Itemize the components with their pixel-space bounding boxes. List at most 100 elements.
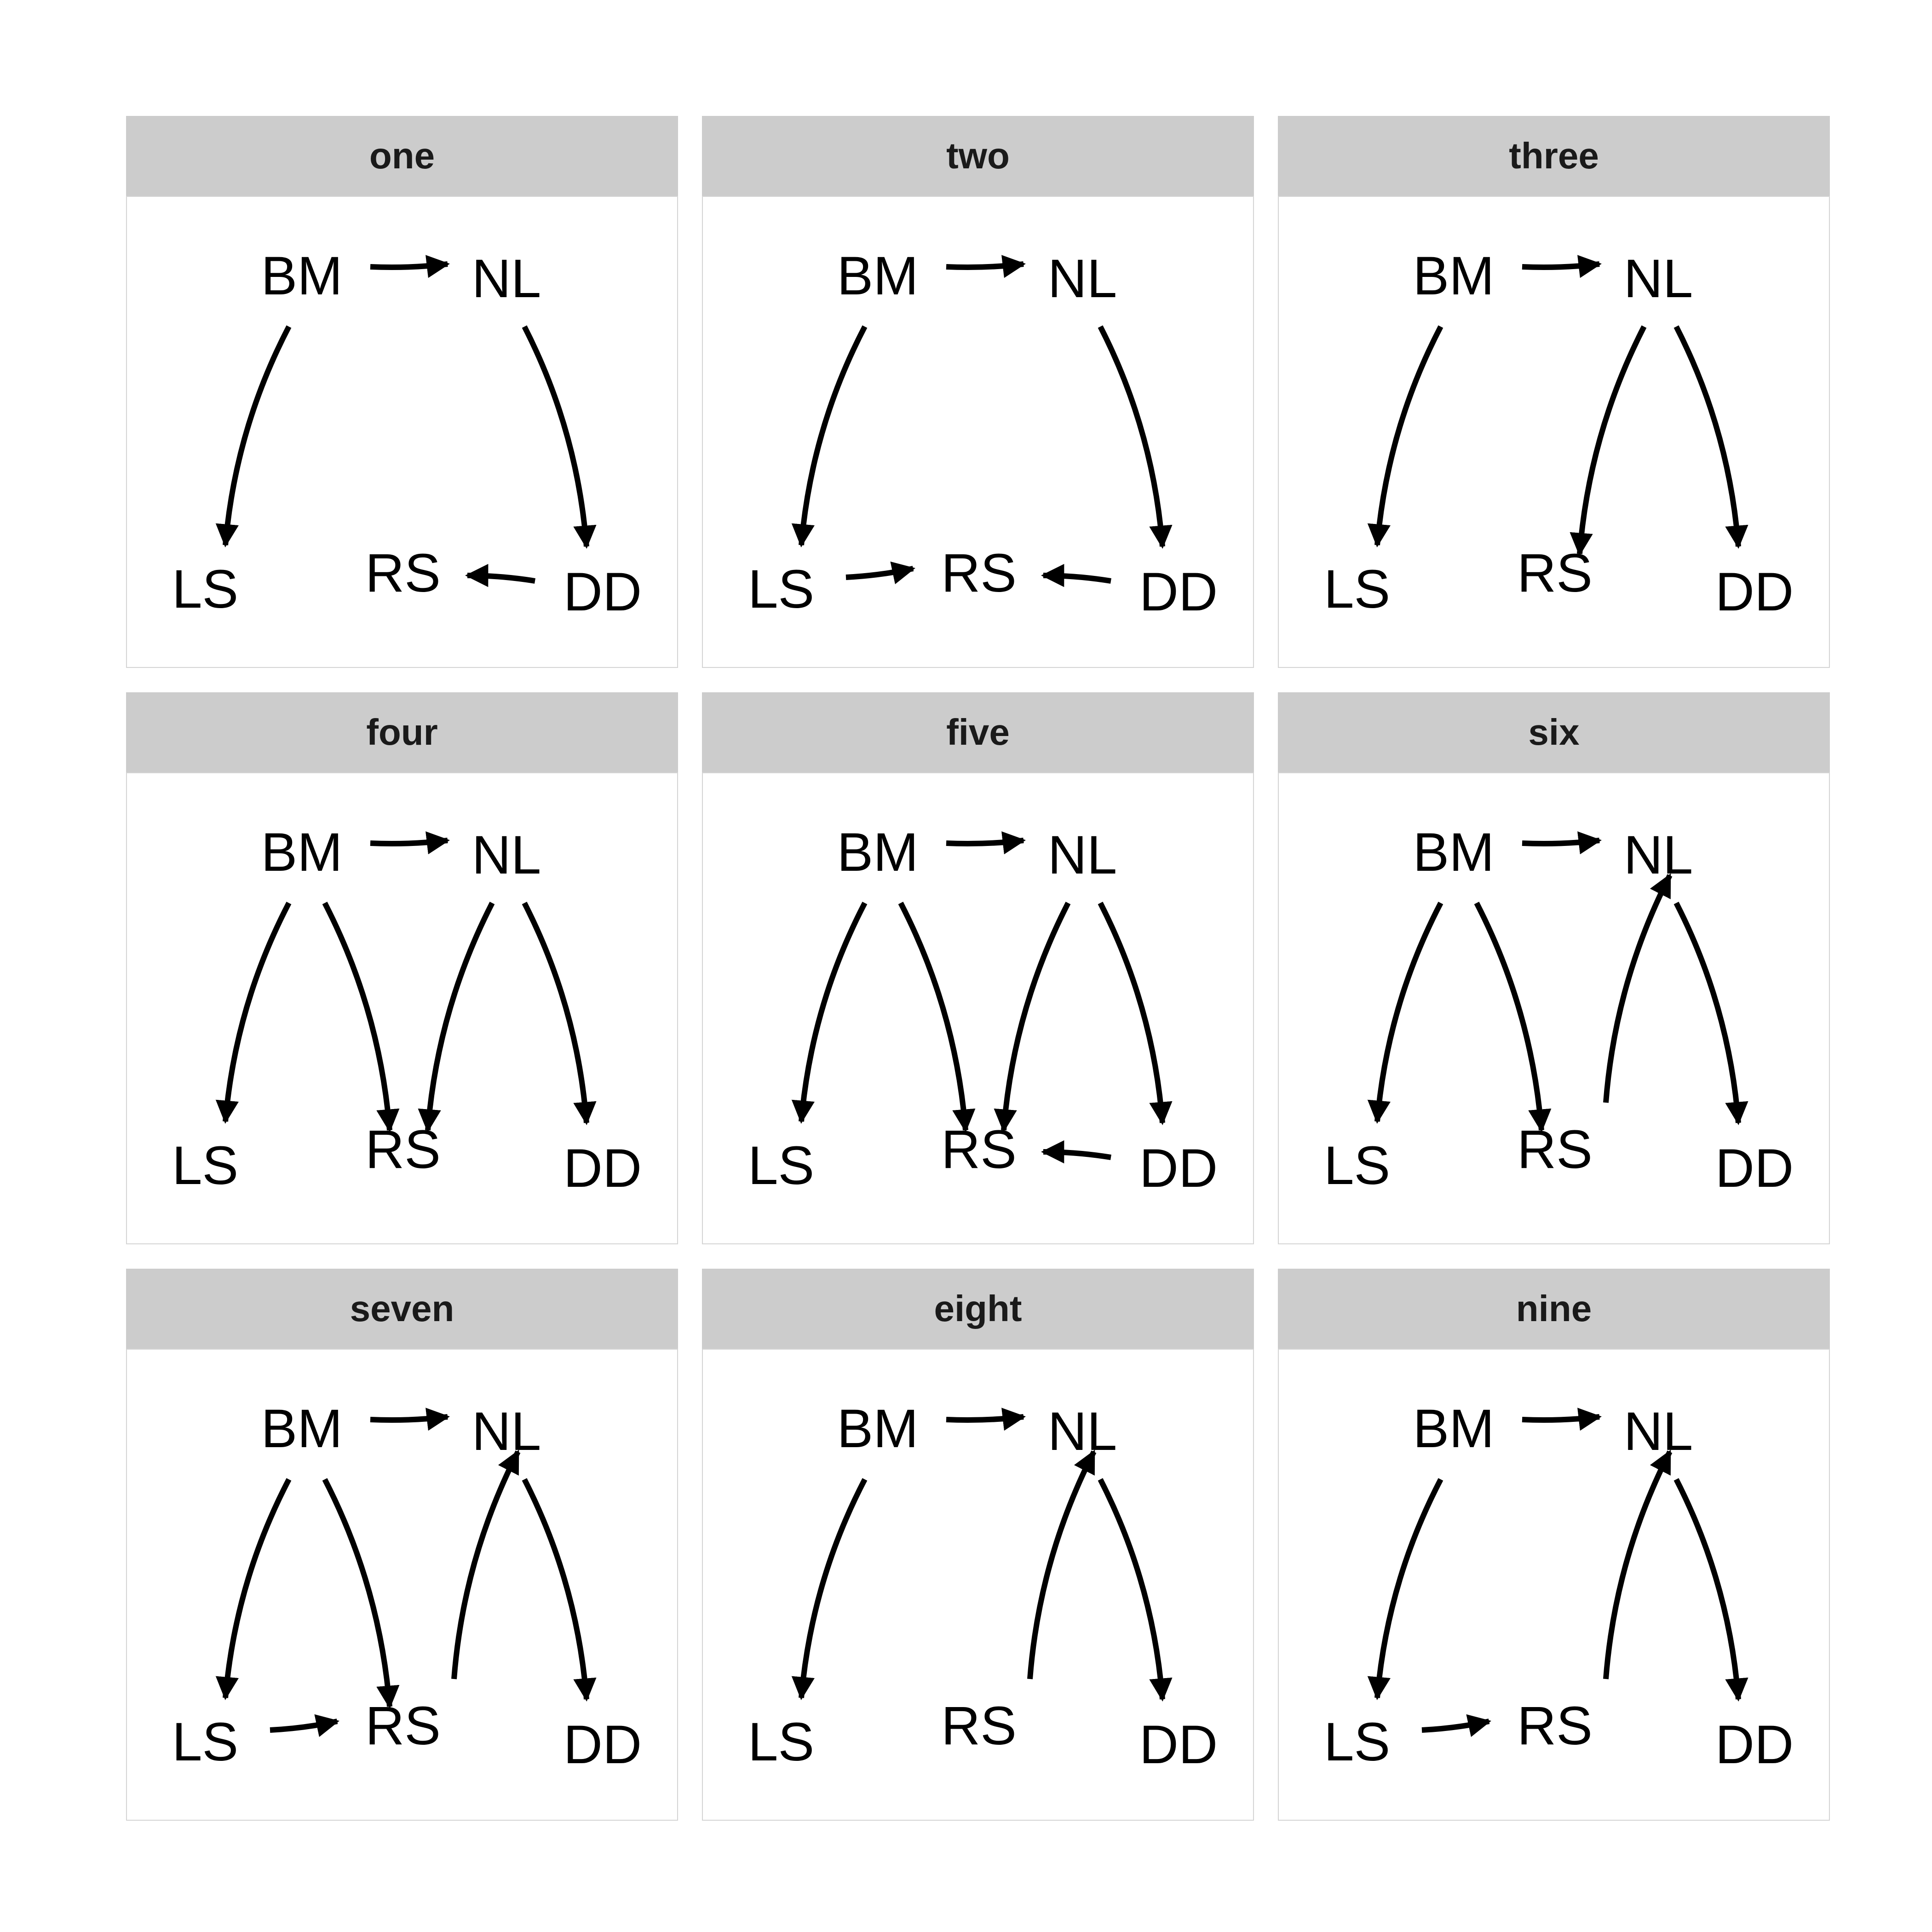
edge-bm-to-ls <box>791 1478 868 1701</box>
edge-bm-to-nl <box>946 1408 1026 1431</box>
node-ls: LS <box>172 559 238 620</box>
dag-svg: BM NL LS RS DD <box>1324 246 1794 622</box>
edge-rs-to-nl <box>1603 1449 1673 1679</box>
node-dd: DD <box>564 1714 642 1775</box>
node-rs: RS <box>1517 543 1593 604</box>
facet-title: eight <box>702 1269 1254 1349</box>
dag-svg: BM NL LS RS DD <box>172 246 642 622</box>
edge-bm-to-ls <box>1367 902 1443 1124</box>
facet-panel-one: one BM NL LS RS DD <box>126 116 678 668</box>
dag-svg: BM NL LS RS DD <box>748 246 1218 622</box>
node-dd: DD <box>1139 1138 1218 1199</box>
edge-bm-to-nl <box>370 831 450 855</box>
edge-bm-to-rs <box>1474 902 1552 1133</box>
edge-nl-to-rs <box>418 902 495 1133</box>
dag-svg: BM NL LS RS DD <box>172 1398 642 1775</box>
edge-ls-to-rs <box>270 1714 339 1737</box>
node-dd: DD <box>1715 562 1794 622</box>
edge-bm-to-ls <box>1367 325 1443 548</box>
edge-nl-to-dd <box>522 325 597 549</box>
facet-title: three <box>1278 116 1830 196</box>
node-dd: DD <box>1139 1714 1218 1775</box>
edge-bm-to-nl <box>946 255 1026 278</box>
node-nl: NL <box>472 825 541 886</box>
facet-panel-five: five BM NL LS RS DD <box>702 692 1254 1244</box>
edge-nl-to-dd <box>522 1478 597 1702</box>
edge-nl-to-rs <box>1570 325 1647 557</box>
node-nl: NL <box>1048 248 1117 309</box>
node-ls: LS <box>172 1135 238 1196</box>
dag-svg: BM NL LS RS DD <box>172 822 642 1199</box>
facet-plot-area: BM NL LS RS DD <box>1278 1349 1830 1821</box>
edge-nl-to-rs <box>994 902 1071 1133</box>
node-bm: BM <box>1413 246 1495 306</box>
edge-nl-to-dd <box>1098 902 1173 1126</box>
node-nl: NL <box>472 248 541 309</box>
node-rs: RS <box>1517 1696 1593 1756</box>
edge-nl-to-dd <box>1098 1478 1173 1702</box>
dag-svg: BM NL LS RS DD <box>1324 1398 1794 1775</box>
edge-bm-to-nl <box>1522 831 1602 855</box>
edge-nl-to-dd <box>1673 902 1748 1126</box>
facet-title: nine <box>1278 1269 1830 1349</box>
node-rs: RS <box>365 543 441 604</box>
node-bm: BM <box>837 1398 919 1459</box>
node-bm: BM <box>261 822 343 883</box>
facet-plot-area: BM NL LS RS DD <box>702 1349 1254 1821</box>
node-nl: NL <box>1624 1401 1693 1462</box>
edge-bm-to-ls <box>215 1478 292 1701</box>
node-rs: RS <box>1517 1119 1593 1180</box>
node-rs: RS <box>365 1696 441 1756</box>
edge-dd-to-rs <box>465 564 535 587</box>
node-bm: BM <box>1413 1398 1495 1459</box>
edge-bm-to-rs <box>322 1478 400 1709</box>
edge-nl-to-dd <box>1098 325 1173 549</box>
edge-rs-to-nl <box>1603 873 1673 1103</box>
facet-plot-area: BM NL LS RS DD <box>702 196 1254 668</box>
facet-title: one <box>126 116 678 196</box>
facet-panel-six: six BM NL LS RS DD <box>1278 692 1830 1244</box>
node-ls: LS <box>748 1135 814 1196</box>
node-bm: BM <box>837 246 919 306</box>
facet-title: six <box>1278 692 1830 772</box>
edge-nl-to-dd <box>522 902 597 1126</box>
edge-bm-to-ls <box>215 902 292 1124</box>
node-bm: BM <box>1413 822 1495 883</box>
edge-bm-to-nl <box>370 1408 450 1431</box>
edge-bm-to-ls <box>215 325 292 548</box>
dag-svg: BM NL LS RS DD <box>748 1398 1218 1775</box>
edge-nl-to-dd <box>1673 1478 1748 1702</box>
node-ls: LS <box>1324 559 1390 620</box>
edge-rs-to-nl <box>451 1449 521 1679</box>
dag-svg: BM NL LS RS DD <box>748 822 1218 1199</box>
facet-plot-area: BM NL LS RS DD <box>126 1349 678 1821</box>
node-nl: NL <box>1624 248 1693 309</box>
node-dd: DD <box>1715 1138 1794 1199</box>
edge-bm-to-ls <box>1367 1478 1443 1701</box>
edge-dd-to-rs <box>1041 564 1111 587</box>
edge-nl-to-dd <box>1673 325 1748 549</box>
dag-svg: BM NL LS RS DD <box>1324 822 1794 1199</box>
node-bm: BM <box>261 1398 343 1459</box>
facet-title: five <box>702 692 1254 772</box>
facet-title: two <box>702 116 1254 196</box>
facet-panel-two: two BM NL LS RS DD <box>702 116 1254 668</box>
edge-bm-to-rs <box>322 902 400 1133</box>
node-bm: BM <box>261 246 343 306</box>
facet-plot-area: BM NL LS RS DD <box>1278 772 1830 1244</box>
edge-bm-to-ls <box>791 902 868 1124</box>
node-nl: NL <box>1624 825 1693 886</box>
node-rs: RS <box>941 1696 1017 1756</box>
edge-bm-to-nl <box>1522 1408 1602 1431</box>
node-dd: DD <box>564 1138 642 1199</box>
facet-panel-four: four BM NL LS RS DD <box>126 692 678 1244</box>
facet-panel-nine: nine BM NL LS RS DD <box>1278 1269 1830 1821</box>
node-ls: LS <box>748 559 814 620</box>
facet-panel-three: three BM NL LS RS DD <box>1278 116 1830 668</box>
node-dd: DD <box>1139 562 1218 622</box>
node-ls: LS <box>1324 1135 1390 1196</box>
node-nl: NL <box>472 1401 541 1462</box>
edge-ls-to-rs <box>1421 1714 1491 1737</box>
facet-title: four <box>126 692 678 772</box>
